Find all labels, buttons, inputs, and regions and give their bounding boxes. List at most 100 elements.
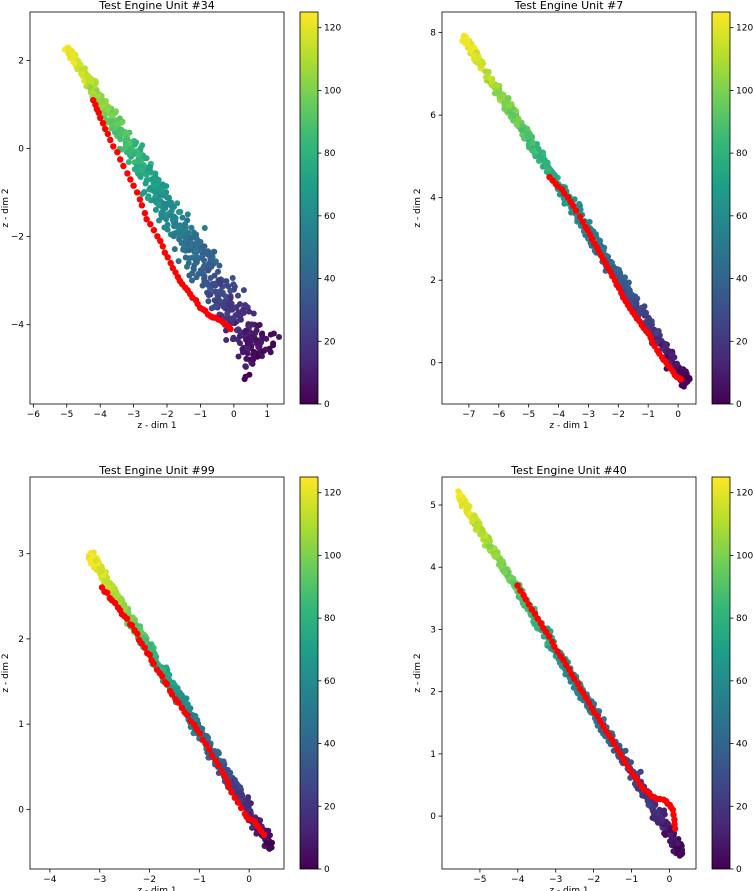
training-point xyxy=(236,301,243,308)
colorbar-tick-label: 80 xyxy=(324,149,336,159)
training-point xyxy=(163,183,170,190)
colorbar: 0 20 40 60 80 100 120 xyxy=(711,476,753,875)
test-point xyxy=(163,681,170,688)
plot-frame xyxy=(441,11,697,405)
test-point xyxy=(560,656,567,664)
training-point xyxy=(123,135,130,142)
colorbar-tick-label: 20 xyxy=(736,337,748,347)
training-point xyxy=(216,262,223,269)
x-tick-label: −1 xyxy=(642,410,655,420)
training-point xyxy=(577,695,584,702)
test-point xyxy=(572,207,580,214)
test-point xyxy=(141,644,148,651)
training-point xyxy=(479,530,486,537)
training-point xyxy=(237,328,243,335)
test-point xyxy=(134,630,141,638)
training-point xyxy=(648,321,655,328)
x-tick-label: −2 xyxy=(143,875,156,885)
y-tick-label: 6 xyxy=(430,111,436,121)
test-trajectory xyxy=(514,582,679,832)
y-axis-label: z - dim 2 xyxy=(1,188,11,227)
test-trajectory xyxy=(90,97,234,333)
test-point xyxy=(107,136,114,144)
training-point xyxy=(88,78,95,85)
training-point xyxy=(193,259,200,266)
training-point xyxy=(489,78,496,85)
test-point xyxy=(562,661,570,669)
training-point xyxy=(544,640,551,647)
training-point xyxy=(249,321,255,328)
colorbar-tick-label: 60 xyxy=(736,212,748,222)
training-point xyxy=(125,159,132,166)
test-point xyxy=(522,596,529,603)
training-point xyxy=(155,201,162,208)
training-point xyxy=(255,344,262,351)
training-point xyxy=(531,621,538,627)
training-point xyxy=(266,845,273,852)
training-point xyxy=(201,278,208,285)
training-point xyxy=(242,373,249,380)
training-point xyxy=(113,591,120,598)
test-point xyxy=(224,778,231,785)
training-point xyxy=(175,258,182,265)
training-point xyxy=(103,579,109,585)
y-tick-label: 2 xyxy=(430,276,436,286)
test-point xyxy=(215,762,222,769)
test-point xyxy=(127,176,134,183)
test-point xyxy=(615,284,623,292)
test-point xyxy=(570,202,577,210)
training-point xyxy=(200,247,206,253)
training-point xyxy=(97,565,104,572)
y-axis-label: z - dim 2 xyxy=(413,188,423,227)
training-point xyxy=(501,569,508,576)
training-point xyxy=(671,354,678,361)
training-point xyxy=(659,815,666,822)
test-point xyxy=(154,233,161,240)
training-point xyxy=(220,303,227,310)
training-point xyxy=(243,355,250,362)
training-point xyxy=(246,339,253,346)
training-point xyxy=(223,337,230,343)
test-point xyxy=(677,376,685,383)
training-point xyxy=(172,686,179,693)
training-point xyxy=(188,234,195,241)
test-point xyxy=(146,651,153,659)
training-point xyxy=(139,190,146,197)
training-point xyxy=(224,766,231,773)
test-point xyxy=(147,221,154,228)
test-point xyxy=(159,673,166,680)
training-point xyxy=(116,126,123,133)
x-axis-label: z - dim 1 xyxy=(137,886,176,891)
test-point xyxy=(605,731,612,738)
colorbar-tick-label: 20 xyxy=(324,802,336,812)
training-point xyxy=(77,61,84,68)
training-point xyxy=(118,596,125,603)
training-point xyxy=(276,334,282,340)
training-point xyxy=(265,827,272,834)
test-point xyxy=(534,615,541,622)
plot-frame xyxy=(29,476,285,870)
test-point xyxy=(225,783,232,790)
colorbar-tick-label: 60 xyxy=(736,677,748,687)
training-point xyxy=(69,51,76,58)
colorbar-tick-label: 100 xyxy=(736,551,753,561)
training-point xyxy=(491,552,498,559)
x-tick-label: −3 xyxy=(549,875,562,885)
test-point xyxy=(585,699,593,706)
x-tick-label: −5 xyxy=(473,875,486,885)
training-point xyxy=(242,327,249,334)
test-point xyxy=(124,170,131,177)
colorbar-tick-label: 0 xyxy=(324,400,330,410)
training-point xyxy=(150,175,157,182)
training-point xyxy=(212,258,219,265)
test-point xyxy=(545,633,553,640)
y-tick-label: 4 xyxy=(430,563,436,573)
test-point xyxy=(231,794,238,801)
colorbar-tick-label: 100 xyxy=(736,86,753,96)
training-point xyxy=(242,302,249,308)
test-point xyxy=(184,712,191,719)
training-point xyxy=(184,263,190,270)
training-point xyxy=(239,308,245,315)
training-point xyxy=(138,167,145,174)
chart-panel-3: Test Engine Unit #99 −4 −3 −2 −1 0 0 1 2 3 z - dim… xyxy=(1,464,341,891)
